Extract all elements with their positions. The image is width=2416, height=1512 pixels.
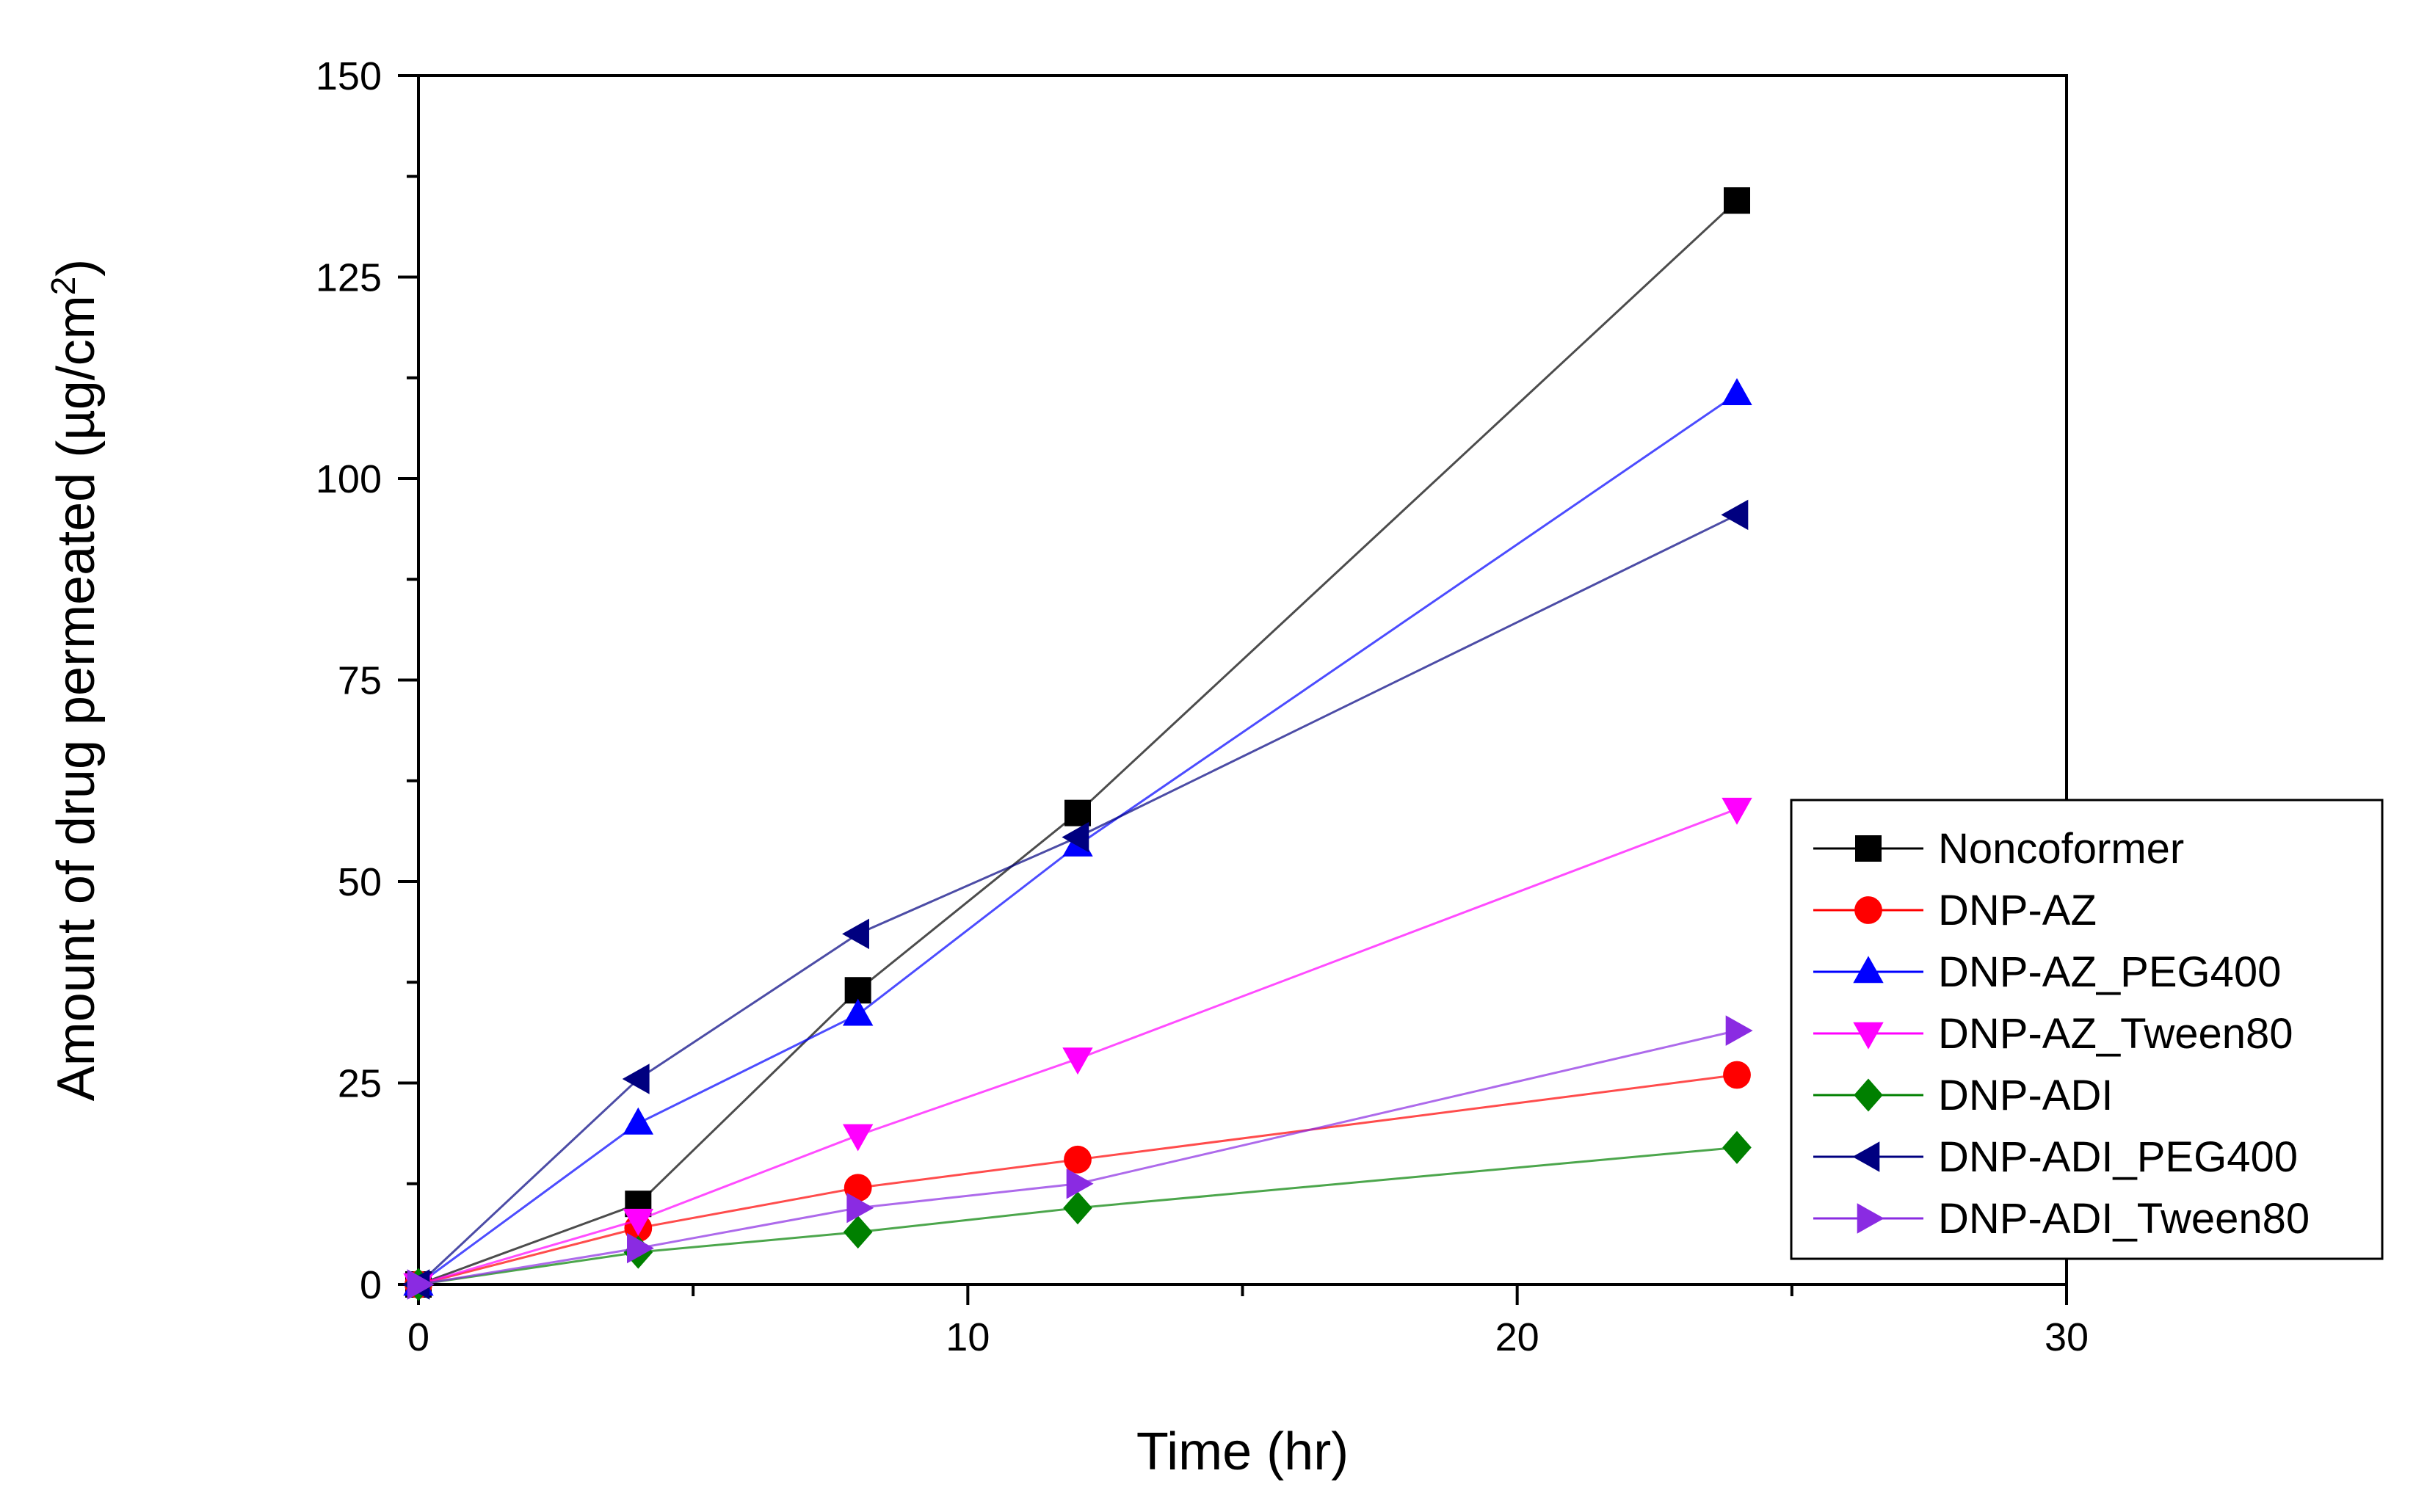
legend-label: DNP-AZ_PEG400: [1938, 948, 2281, 996]
data-point: [1062, 821, 1089, 853]
legend-item: Noncoformer: [1813, 825, 2184, 873]
data-point: [1063, 1191, 1092, 1225]
series-dnp-az-tween80: [403, 797, 1752, 1301]
y-tick-label: 150: [316, 54, 382, 98]
data-point: [1722, 378, 1752, 406]
data-point: [1722, 1130, 1752, 1164]
y-tick-label: 0: [360, 1263, 382, 1307]
y-tick-label: 25: [338, 1062, 382, 1106]
legend-label: DNP-ADI_Tween80: [1938, 1195, 2310, 1243]
legend-label: DNP-ADI: [1938, 1072, 2113, 1119]
series-dnp-adi-peg400: [402, 499, 1749, 1300]
legend-marker: [1857, 1203, 1884, 1234]
legend-item: DNP-AZ_Tween80: [1813, 1010, 2293, 1058]
legend-item: DNP-ADI: [1813, 1072, 2113, 1119]
x-tick-label: 10: [946, 1315, 990, 1359]
legend-item: DNP-AZ: [1813, 887, 2097, 934]
data-point: [1062, 1047, 1093, 1075]
legend-label: DNP-AZ_Tween80: [1938, 1010, 2293, 1058]
legend-item: DNP-AZ_PEG400: [1813, 948, 2281, 996]
series-layer: [402, 187, 1753, 1301]
x-tick-label: 20: [1495, 1315, 1539, 1359]
series-dnp-adi-tween80: [407, 1015, 1753, 1300]
data-point: [1064, 799, 1091, 826]
data-point: [1725, 1015, 1753, 1046]
y-tick-label: 75: [338, 659, 382, 703]
data-point: [623, 1107, 654, 1135]
y-tick-label: 125: [316, 256, 382, 300]
y-axis-title-main: Amount of drug permeated (µg/cm: [47, 295, 106, 1101]
y-axis-title-superscript: 2: [44, 277, 82, 296]
data-point: [842, 998, 874, 1026]
data-point: [842, 918, 869, 950]
legend-item: DNP-ADI_Tween80: [1813, 1195, 2310, 1243]
data-point: [1066, 1168, 1094, 1199]
legend-item: DNP-ADI_PEG400: [1813, 1133, 2298, 1181]
x-tick-label: 0: [407, 1315, 429, 1359]
data-point: [627, 1232, 654, 1264]
legend-frame: [1790, 799, 2384, 1260]
data-point: [622, 1064, 650, 1094]
data-point: [846, 1192, 874, 1224]
data-point: [407, 1269, 435, 1300]
legend-label: DNP-AZ: [1938, 887, 2097, 934]
legend-marker: [1854, 896, 1882, 924]
legend-marker: [1854, 1078, 1883, 1112]
data-point: [1723, 1061, 1751, 1089]
data-point: [1722, 797, 1752, 825]
legend-label: DNP-ADI_PEG400: [1938, 1133, 2298, 1181]
x-axis-title: Time (hr): [1136, 1422, 1349, 1481]
data-point: [843, 1215, 873, 1249]
legend-label: Noncoformer: [1938, 825, 2184, 873]
y-tick-label: 50: [338, 860, 382, 904]
data-point: [1721, 499, 1749, 531]
legend-marker: [1853, 1022, 1884, 1050]
data-point: [844, 1174, 872, 1202]
legend-marker: [1852, 1141, 1880, 1172]
y-axis-title-close: ): [47, 259, 106, 277]
legend: Noncoformer DNP-AZ DNP-AZ_PEG400 DNP-AZ_Twe…: [1790, 799, 2384, 1260]
series-noncoformer: [405, 187, 1750, 1298]
data-point: [842, 1124, 874, 1152]
y-axis-title: Amount of drug permeated (µg/cm2): [44, 259, 106, 1102]
legend-marker: [1853, 956, 1884, 984]
data-point: [1064, 1145, 1092, 1174]
data-point: [1724, 187, 1750, 214]
series-line: [418, 200, 1738, 1286]
axes: 0 10 20 30 0 25 50 75 100 125 150: [316, 54, 2089, 1359]
data-point: [623, 1208, 654, 1236]
legend-marker: [1855, 835, 1882, 862]
y-tick-label: 100: [316, 457, 382, 501]
x-tick-label: 30: [2045, 1315, 2089, 1359]
